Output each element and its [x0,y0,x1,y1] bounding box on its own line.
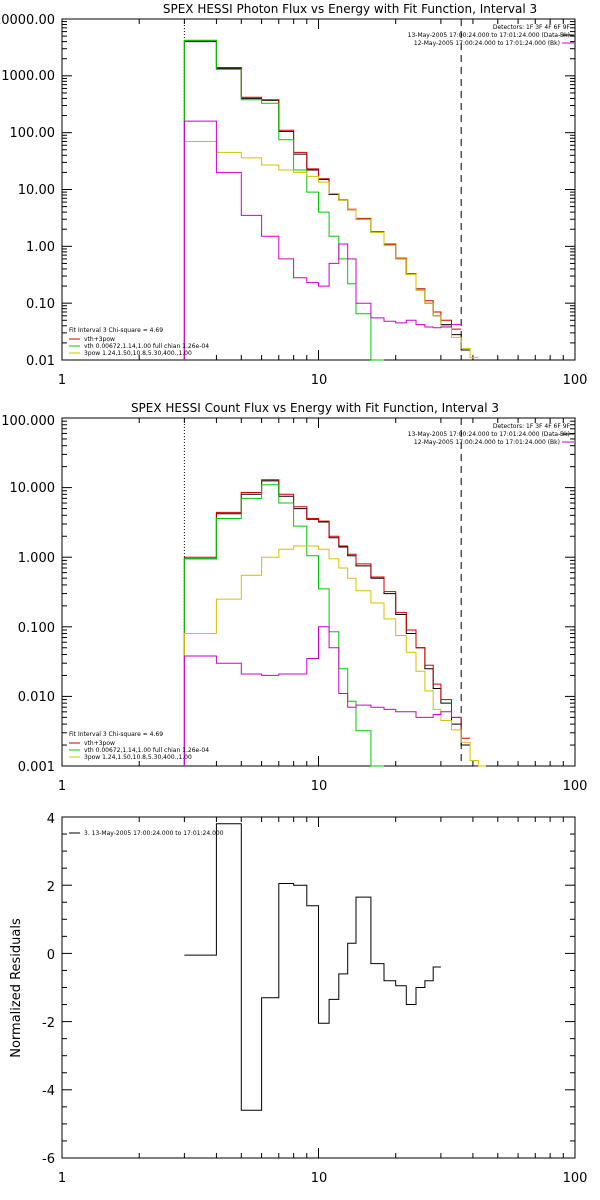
fit-annotation: 3pow 1.24,1.50,10.8,5.30,400.,1.00 [84,754,192,761]
header-line: 12-May-2005 17:00:24.000 to 17:01:24.000… [414,40,560,47]
series-group [183,479,486,767]
fit-annotation: Fit Interval 3 Chi-square = 4.69 [69,327,163,334]
series-3pow [183,141,479,360]
plot-frame [61,417,576,767]
series-3pow [183,545,486,767]
y-tick-label: 1000.00 [1,69,55,84]
fit-annotation: 3pow 1.24,1.50,10.8,5.30,400.,1.00 [84,350,192,357]
y-tick-label: 1.000 [18,551,55,566]
y-tick-label: 100.00 [10,126,56,141]
fit-annotation: vth+3pow [84,336,115,343]
series-group [183,39,479,361]
x-tick-label: 10 [311,779,328,794]
x-tick-label: 1 [58,779,66,794]
photon-flux-panel: SPEX HESSI Photon Flux vs Energy with Fi… [0,2,587,388]
series-vth [183,484,384,767]
y-tick-label: 1.00 [26,240,55,255]
count-flux-panel: SPEX HESSI Count Flux vs Energy with Fit… [1,401,587,794]
y-tick-label: 0.10 [26,297,55,312]
axis-ticks [61,816,575,1159]
y-tick-label: 10.00 [18,183,55,198]
y-tick-label: 10000.00 [0,13,55,28]
legend-label: 3. 13-May-2005 17:00:24.000 to 17:01:24.… [84,830,224,837]
x-tick-label: 100 [563,779,588,794]
y-axis-label: Normalized Residuals [9,918,24,1058]
y-tick-label: 10.000 [10,481,56,496]
x-tick-label: 1 [58,373,66,388]
chart-title: SPEX HESSI Count Flux vs Energy with Fit… [131,401,499,415]
header-line: 12-May-2005 17:00:24.000 to 17:01:24.000… [414,439,560,446]
y-tick-label: -4 [42,1084,55,1099]
axis-ticks [61,18,575,361]
series-vth [183,39,384,361]
series-bk [183,120,462,360]
series-data-bk [183,480,471,766]
y-tick-label: 4 [47,812,55,827]
header-line: 13-May-2005 17:00:24.000 to 17:01:24.000… [408,32,570,39]
fit-annotation: vth 0.00672,1.14,1.00 full chian 1.26e-0… [84,747,209,754]
y-tick-label: 0.100 [18,621,55,636]
x-tick-label: 10 [311,373,328,388]
chart-title: SPEX HESSI Photon Flux vs Energy with Fi… [163,2,537,16]
y-tick-label: -6 [42,1152,55,1167]
fit-annotation: vth+3pow [84,740,115,747]
y-tick-label: -2 [42,1016,55,1031]
interval-markers [183,19,462,360]
series-residuals [184,823,441,1111]
series-data-bk [183,41,471,360]
series-vth-3pow [183,479,471,766]
y-tick-label: 0.010 [18,690,55,705]
interval-markers [183,418,462,766]
header-line: 13-May-2005 17:00:24.000 to 17:01:24.000… [408,431,570,438]
x-tick-label: 100 [563,373,588,388]
y-tick-label: 0.01 [26,354,55,369]
y-tick-label: 0 [47,948,55,963]
x-tick-label: 10 [311,1171,328,1186]
y-tick-label: 0.001 [18,760,55,775]
header-line: Detectors: 1F 3F 4F 6F 9F [493,423,571,430]
series-group [184,823,441,1111]
y-tick-label: 2 [47,880,55,895]
header-line: Detectors: 1F 3F 4F 6F 9F [493,24,571,31]
axis-ticks [61,417,575,767]
residuals-panel: 1 10 100 -6 -4 -2 0 2 4 Normalized Resid… [9,812,587,1186]
x-tick-label: 1 [58,1171,66,1186]
series-vth-3pow [183,39,462,360]
fit-annotation: Fit Interval 3 Chi-square = 4.69 [69,731,163,738]
x-tick-label: 100 [563,1171,588,1186]
series-bk [183,626,462,766]
y-tick-label: 100.000 [1,414,55,429]
plot-frame [61,18,576,361]
fit-annotation: vth 0.00672,1.14,1.00 full chian 1.26e-0… [84,343,209,350]
